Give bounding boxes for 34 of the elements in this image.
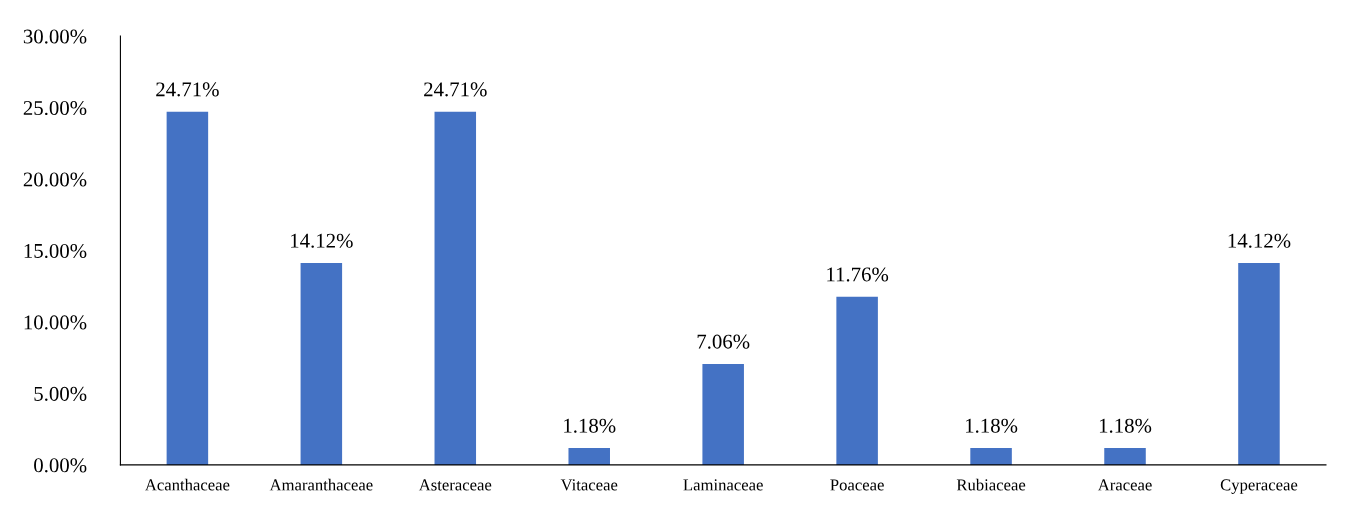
y-tick-label: 5.00% bbox=[34, 386, 87, 401]
y-tick-label: 0.00% bbox=[34, 458, 87, 473]
x-tick-label: Cyperaceae bbox=[1220, 479, 1298, 494]
x-tick-label: Acanthaceae bbox=[144, 478, 230, 491]
y-tick-label: 20.00% bbox=[23, 172, 87, 187]
bar bbox=[1104, 448, 1146, 465]
bar bbox=[568, 448, 610, 465]
bar bbox=[166, 111, 209, 465]
y-tick-label: 15.00% bbox=[24, 243, 87, 259]
data-label: 11.76% bbox=[827, 267, 889, 282]
bar bbox=[836, 296, 878, 465]
data-label: 24.71% bbox=[156, 82, 219, 97]
data-label: 7.06% bbox=[697, 334, 750, 349]
bar bbox=[970, 448, 1012, 465]
x-tick-label: Amaranthaceae bbox=[269, 478, 373, 491]
x-tick-label: Rubiaceae bbox=[956, 478, 1026, 491]
data-label: 14.12% bbox=[1228, 233, 1291, 248]
x-tick-label: Vitaceae bbox=[560, 479, 618, 491]
x-tick-label: Poaceae bbox=[830, 479, 884, 491]
data-label: 14.12% bbox=[291, 233, 353, 248]
data-label: 1.18% bbox=[1099, 418, 1152, 433]
data-label: 24.71% bbox=[424, 82, 487, 97]
x-tick-label: Laminaceae bbox=[683, 479, 763, 491]
bar bbox=[300, 263, 343, 465]
data-label: 1.18% bbox=[966, 418, 1018, 433]
y-tick-label: 30.00% bbox=[23, 29, 87, 44]
bar bbox=[434, 111, 477, 465]
bar bbox=[1238, 263, 1280, 465]
data-label: 1.18% bbox=[564, 418, 616, 433]
x-tick-label: Asteraceae bbox=[418, 479, 492, 491]
y-tick-label: 10.00% bbox=[24, 315, 87, 330]
bar bbox=[702, 364, 744, 465]
y-tick-label: 25.00% bbox=[23, 100, 87, 116]
x-tick-label: Araceae bbox=[1097, 479, 1152, 491]
